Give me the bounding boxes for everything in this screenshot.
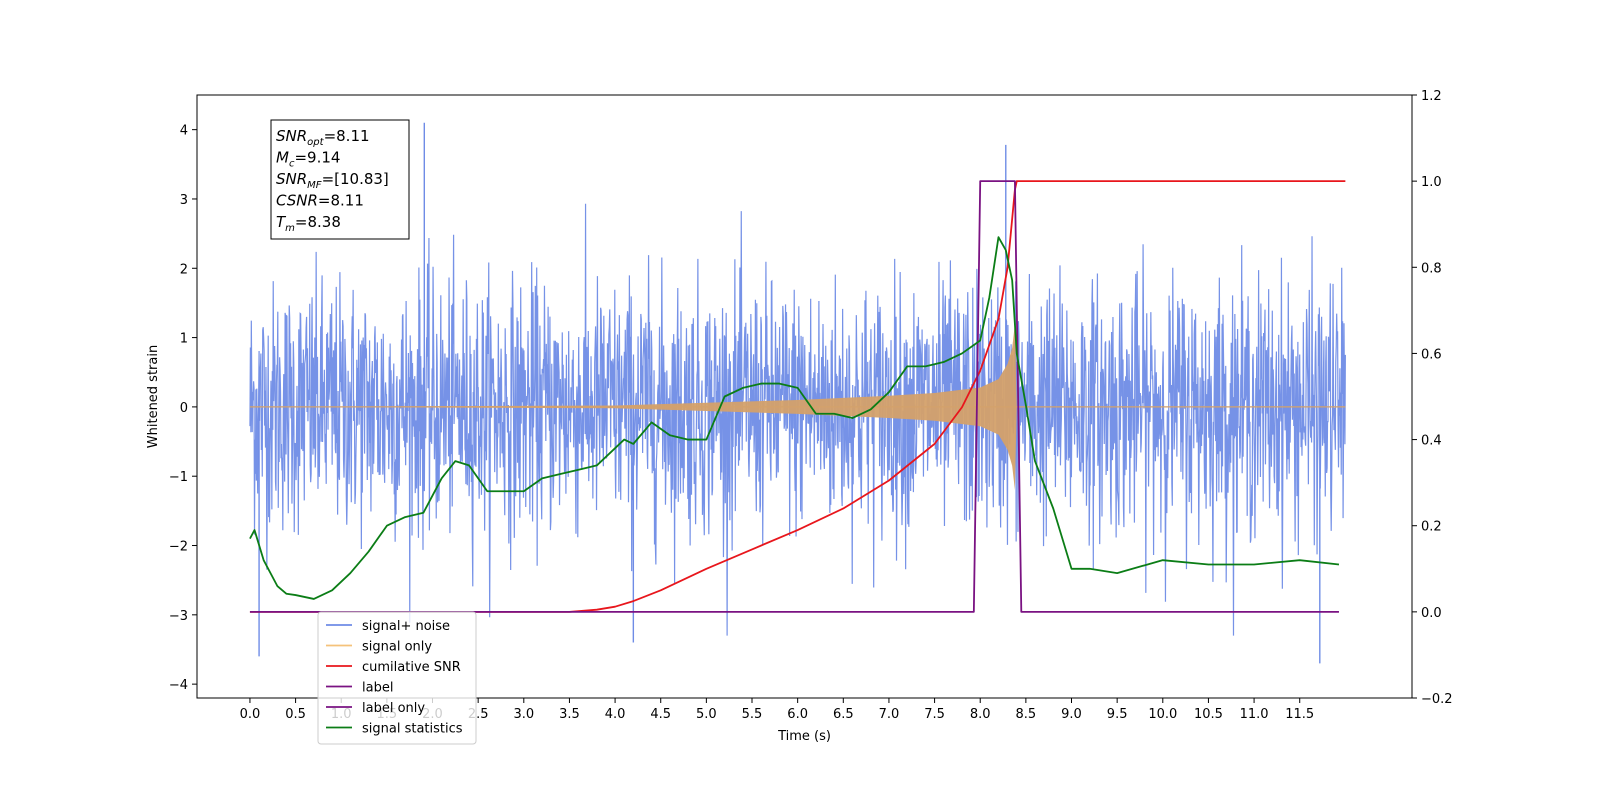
annotation-value: =8.11 [318, 192, 364, 210]
y-left-tick-label: −3 [169, 609, 188, 624]
x-tick-label: 4.5 [650, 707, 671, 722]
y-left-tick-label: 3 [180, 193, 188, 208]
y-right-tick-label: −0.2 [1421, 692, 1453, 707]
y-left-tick-label: 4 [180, 124, 188, 139]
x-tick-label: 0.5 [285, 707, 306, 722]
annotation-value: =8.38 [295, 213, 341, 231]
y-left-tick-label: 0 [180, 401, 188, 416]
series-signal-statistics [249, 236, 1340, 600]
y-left-tick-label: −4 [169, 678, 188, 693]
legend-label: label [362, 681, 393, 696]
x-tick-label: 5.0 [696, 707, 717, 722]
x-tick-label: 8.0 [970, 707, 991, 722]
y-right-tick-label: 0.6 [1421, 347, 1442, 362]
x-tick-label: 7.5 [924, 707, 945, 722]
annotation-frame [270, 119, 410, 240]
x-tick-label: 4.0 [605, 707, 626, 722]
legend-label: label only [362, 701, 425, 716]
y-left-tick-label: −2 [169, 540, 188, 555]
legend-label: signal statistics [362, 722, 463, 737]
x-axis-label: Time (s) [777, 729, 831, 744]
annotation-subscript: opt [307, 137, 324, 148]
annotation-line: Mc=9.14 [276, 149, 340, 170]
annotation-subscript: c [289, 159, 295, 170]
x-tick-label: 10.5 [1194, 707, 1223, 722]
x-tick-label: 8.5 [1016, 707, 1037, 722]
y-right-tick-label: 0.2 [1421, 520, 1442, 535]
x-tick-label: 3.5 [559, 707, 580, 722]
series-signal-noise [249, 203, 1346, 636]
annotation-symbol: SNR [276, 127, 307, 145]
annotation-subscript: MF [307, 180, 322, 191]
legend-label: signal only [362, 640, 432, 655]
legend-label: signal+ noise [362, 619, 450, 634]
y-right-tick-label: 0.4 [1421, 434, 1442, 449]
annotation-line: Tm=8.38 [276, 213, 341, 234]
series-layer [249, 122, 1346, 664]
annotation-box: SNRopt=8.11Mc=9.14SNRMF=[10.83]CSNR=8.11… [270, 119, 410, 240]
y-left-tick-label: 2 [180, 262, 188, 277]
x-tick-label: 0.0 [240, 707, 261, 722]
annotation-line: SNRopt=8.11 [276, 127, 370, 148]
annotation-value: =8.11 [324, 127, 370, 145]
legend-label: cumilative SNR [362, 660, 461, 675]
x-tick-label: 10.0 [1148, 707, 1177, 722]
y-right-tick-label: 1.0 [1421, 175, 1442, 190]
y-right-tick-label: 0.8 [1421, 261, 1442, 276]
annotation-line: SNRMF=[10.83] [276, 170, 389, 191]
annotation-value: =9.14 [294, 149, 340, 167]
x-tick-label: 5.5 [742, 707, 763, 722]
legend: signal+ noise signal only cumilative SNR la… [317, 611, 477, 745]
x-tick-label: 11.5 [1285, 707, 1314, 722]
y-axis-label: Whitened strain [146, 345, 161, 448]
y-left-tick-label: −1 [169, 470, 188, 485]
x-tick-label: 6.5 [833, 707, 854, 722]
y-right-tick-label: 1.2 [1421, 89, 1442, 104]
legend-frame [317, 611, 477, 745]
axes-frame [196, 94, 1413, 699]
annotation-value: =[10.83] [322, 170, 389, 188]
annotation-symbol: SNR [276, 170, 307, 188]
x-tick-label: 11.0 [1240, 707, 1269, 722]
x-tick-label: 9.5 [1107, 707, 1128, 722]
annotation-symbol: CSNR [276, 192, 318, 210]
x-tick-label: 9.0 [1061, 707, 1082, 722]
x-tick-label: 3.0 [513, 707, 534, 722]
series-label [249, 180, 1339, 613]
y-left-tick-label: 1 [180, 332, 188, 347]
x-tick-label: 6.0 [787, 707, 808, 722]
annotation-subscript: m [285, 223, 295, 234]
annotation-line: CSNR=8.11 [276, 192, 364, 210]
annotation-symbol: M [276, 149, 289, 167]
y-right-tick-label: 0.0 [1421, 606, 1442, 621]
series-cumulative-snr [249, 180, 1346, 613]
x-tick-label: 7.0 [879, 707, 900, 722]
annotation-symbol: T [276, 213, 287, 231]
